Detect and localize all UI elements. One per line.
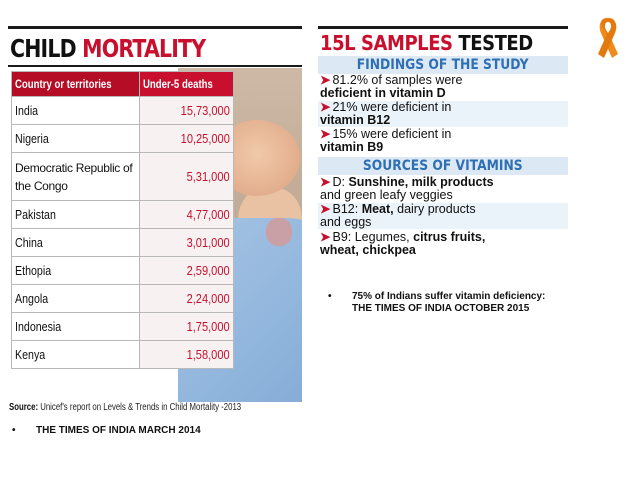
bullet: •	[328, 291, 332, 302]
samples-tested-clipping: 15L SAMPLES TESTED FINDINGS OF THE STUDY…	[318, 26, 568, 260]
table-header-row: Country or territories Under-5 deaths	[11, 71, 235, 97]
arrow-icon: ➤	[320, 73, 331, 87]
table-row: Nigeria 10,25,000	[11, 124, 235, 153]
deaths-cell: 2,59,000	[138, 256, 235, 285]
caption-text: THE TIMES OF INDIA MARCH 2014	[36, 425, 201, 436]
country-cell: Democratic Republic of the Congo	[11, 152, 140, 201]
table-row: Democratic Republic of the Congo 5,31,00…	[11, 152, 235, 201]
bullet: •	[12, 425, 16, 436]
table-row: Indonesia 1,75,000	[11, 312, 235, 341]
title-part-child: CHILD	[10, 34, 77, 63]
top-rule	[318, 26, 568, 29]
title-part-tested: TESTED	[458, 31, 533, 55]
source-item: ➤ B9: Legumes, citrus fruits, wheat, chic…	[320, 230, 486, 257]
awareness-ribbon-icon	[598, 18, 618, 58]
header-deaths: Under-5 deaths	[138, 71, 235, 97]
country-cell: Angola	[11, 284, 140, 313]
caption-left: • THE TIMES OF INDIA MARCH 2014	[12, 425, 292, 439]
finding-item: ➤ 15% were deficient in vitamin B9	[320, 127, 452, 154]
title-rule	[8, 65, 302, 67]
source-label: Source:	[9, 402, 39, 413]
table-source: Source: Unicef's report on Levels & Tren…	[9, 402, 241, 413]
caption-right: • 75% of Indians suffer vitamin deficien…	[328, 291, 568, 331]
caption-text: 75% of Indians suffer vitamin deficiency…	[352, 291, 546, 314]
source-text: Unicef's report on Levels & Trends in Ch…	[40, 402, 242, 413]
baby-hand	[266, 218, 292, 246]
country-cell: Kenya	[11, 340, 140, 369]
top-rule	[8, 26, 302, 29]
arrow-icon: ➤	[320, 230, 331, 244]
title-part-samples: 15L SAMPLES	[320, 31, 453, 55]
table-row: Angola 2,24,000	[11, 284, 235, 313]
table-row: India 15,73,000	[11, 96, 235, 125]
finding-item: ➤ 81.2% of samples were deficient in vita…	[320, 73, 463, 100]
deaths-cell: 5,31,000	[138, 152, 235, 201]
table-row: China 3,01,000	[11, 228, 235, 257]
country-cell: Nigeria	[11, 124, 140, 153]
country-cell: India	[11, 96, 140, 125]
child-mortality-title: CHILD MORTALITY	[10, 34, 206, 63]
source-item: ➤ D: Sunshine, milk products and green le…	[320, 175, 494, 202]
deaths-cell: 4,77,000	[138, 200, 235, 229]
finding-item: ➤ 21% were deficient in vitamin B12	[318, 101, 568, 127]
arrow-icon: ➤	[320, 127, 331, 141]
findings-heading: FINDINGS OF THE STUDY	[318, 56, 568, 74]
source-item: ➤ B12: Meat, dairy products and eggs	[318, 203, 568, 229]
table-row: Pakistan 4,77,000	[11, 200, 235, 229]
deaths-cell: 10,25,000	[138, 124, 235, 153]
table-row: Ethopia 2,59,000	[11, 256, 235, 285]
deaths-cell: 2,24,000	[138, 284, 235, 313]
arrow-icon: ➤	[320, 175, 331, 189]
deaths-cell: 1,75,000	[138, 312, 235, 341]
arrow-icon: ➤	[320, 100, 331, 114]
country-cell: Indonesia	[11, 312, 140, 341]
deaths-cell: 15,73,000	[138, 96, 235, 125]
title-part-mortality: MORTALITY	[82, 34, 206, 63]
country-cell: Pakistan	[11, 200, 140, 229]
mortality-table: Country or territories Under-5 deaths In…	[11, 71, 235, 369]
country-cell: China	[11, 228, 140, 257]
child-mortality-clipping: CHILD MORTALITY Country or territories U…	[8, 26, 302, 418]
country-cell: Ethopia	[11, 256, 140, 285]
sources-heading: SOURCES OF VITAMINS	[318, 157, 568, 175]
header-country: Country or territories	[11, 71, 140, 97]
samples-title: 15L SAMPLES TESTED	[320, 31, 541, 57]
arrow-icon: ➤	[320, 202, 331, 216]
deaths-cell: 3,01,000	[138, 228, 235, 257]
deaths-cell: 1,58,000	[138, 340, 235, 369]
table-row: Kenya 1,58,000	[11, 340, 235, 369]
